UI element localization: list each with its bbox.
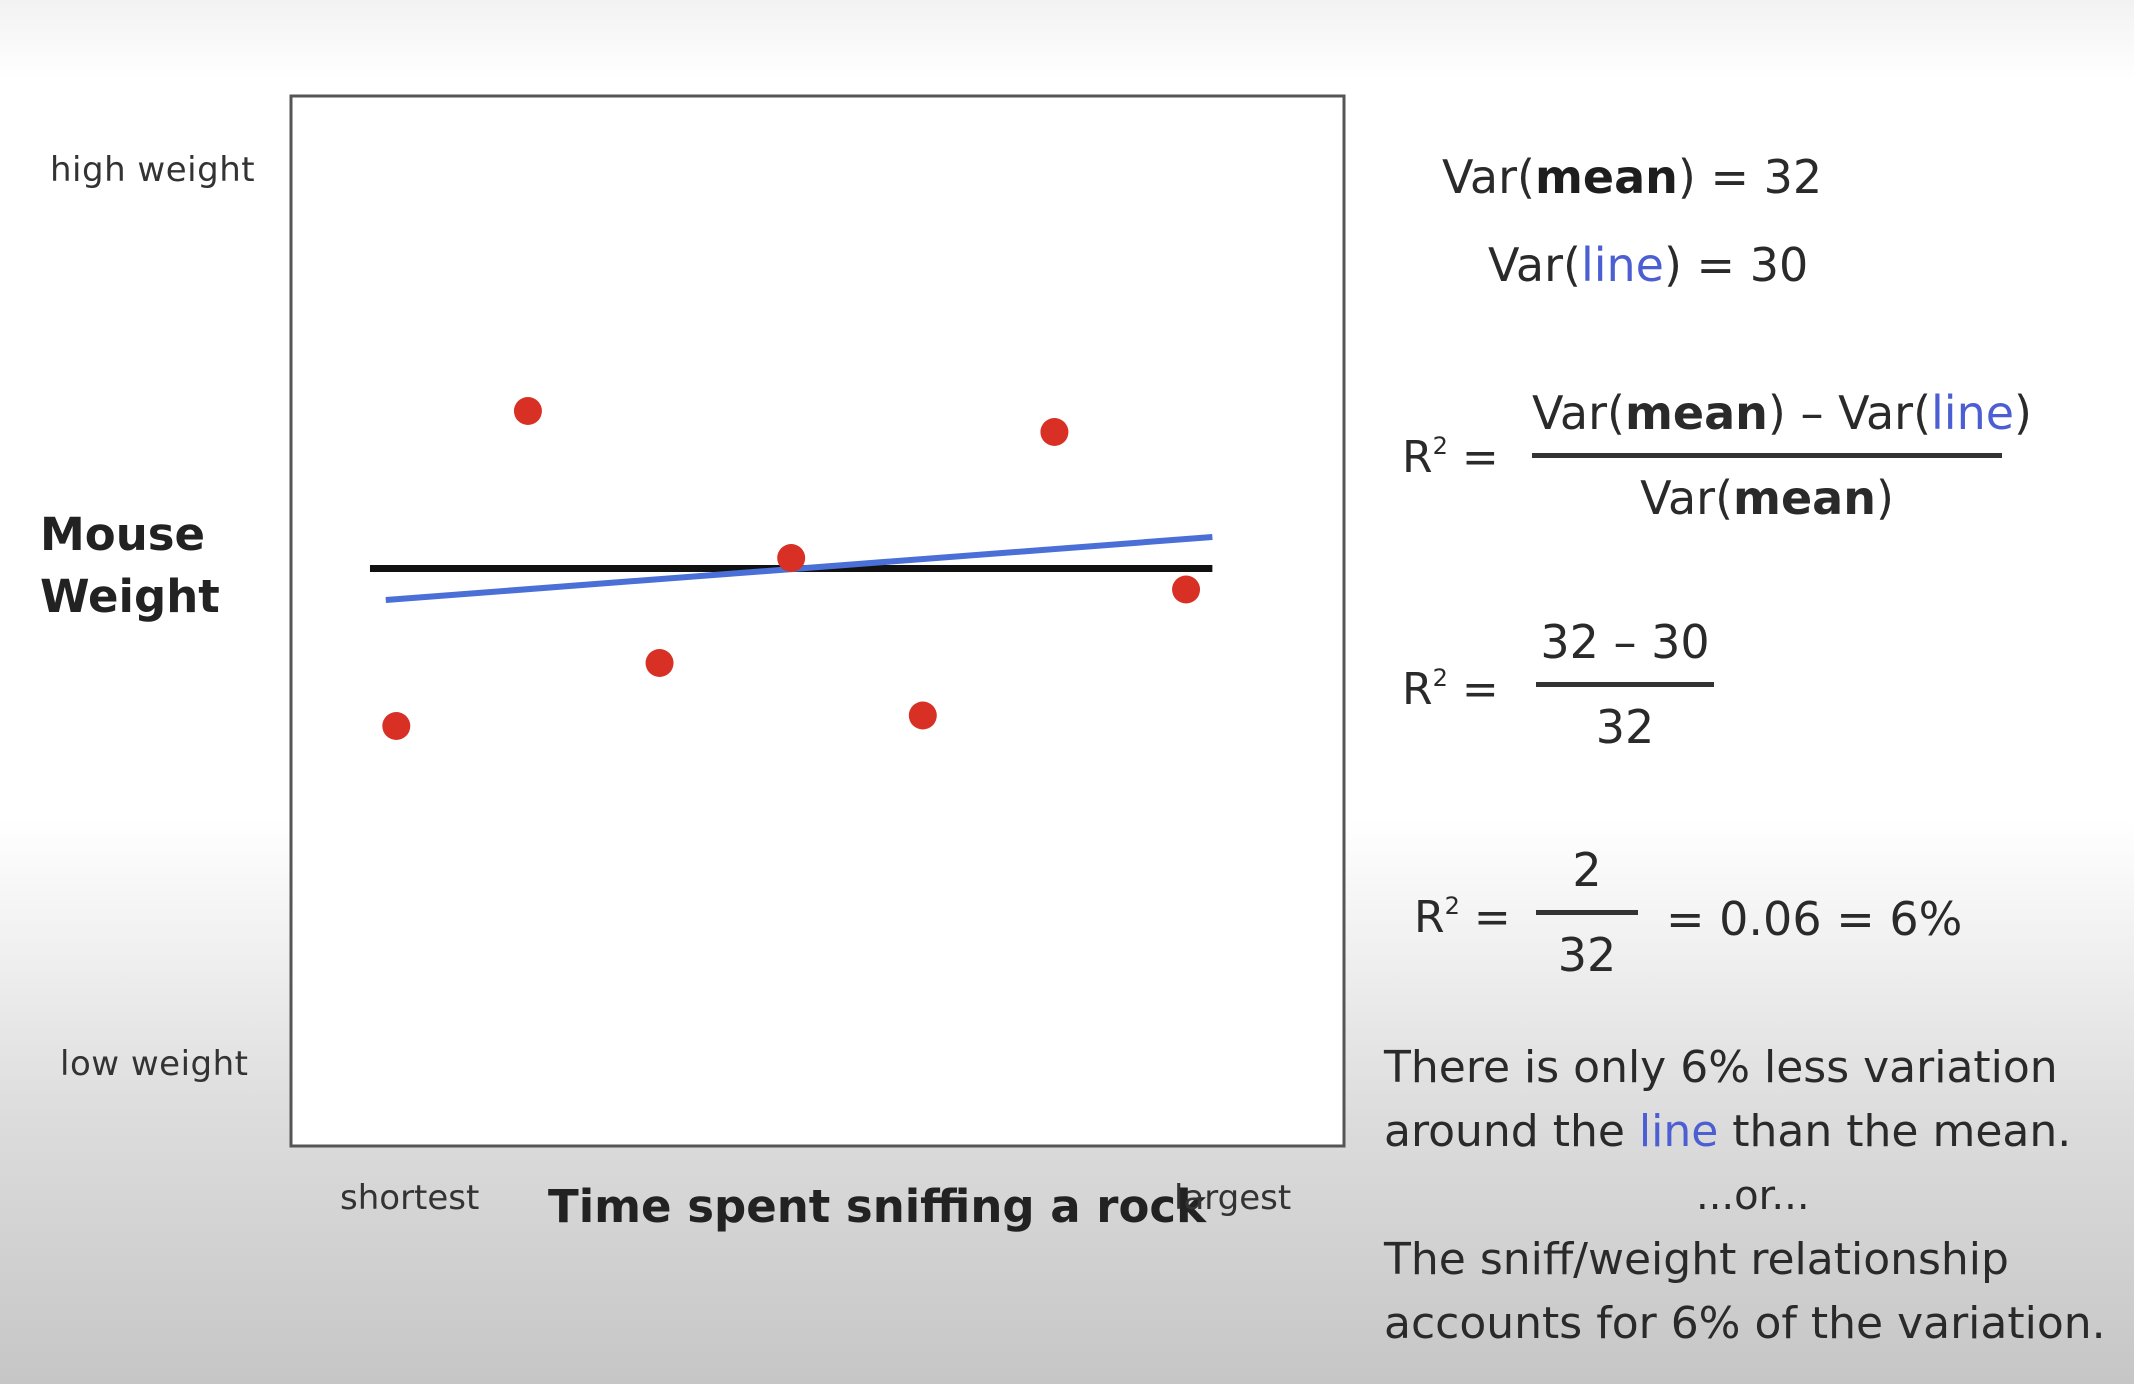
- minus-sign: –: [1785, 386, 1839, 440]
- var-mean-value: = 32: [1695, 150, 1823, 204]
- note-or: ...or...: [1696, 1173, 1810, 1219]
- r2-label-2: R2 =: [1402, 664, 1499, 715]
- r2-fraction-3: 2 32: [1536, 842, 1638, 983]
- fraction-2-numerator: 32 – 30: [1540, 615, 1710, 669]
- data-point: [382, 712, 411, 740]
- y-axis-label: Mouse Weight: [40, 508, 220, 623]
- var-prefix: Var(: [1488, 238, 1581, 292]
- var-prefix: Var(: [1532, 386, 1625, 440]
- fraction-3-denominator: 32: [1557, 928, 1617, 982]
- fraction-3-numerator: 2: [1572, 843, 1602, 897]
- line-word: line: [1580, 238, 1664, 292]
- var-prefix: Var(: [1640, 471, 1734, 525]
- y-tick-high: high weight: [50, 150, 256, 190]
- data-point: [908, 701, 937, 730]
- close-paren: ): [1767, 386, 1786, 440]
- data-point: [1040, 418, 1069, 446]
- data-point: [513, 397, 542, 425]
- r2-eq: =: [1447, 432, 1499, 483]
- y-tick-low: low weight: [60, 1044, 249, 1084]
- fraction-1-numerator: Var(mean) – Var(line): [1532, 385, 2032, 441]
- r2-eq: =: [1447, 664, 1499, 715]
- note-line-3: The sniff/weight relationship: [1384, 1234, 2009, 1285]
- var-mean-equation: Var(mean) = 32: [1442, 150, 1822, 204]
- note-line-2: around the line than the mean.: [1384, 1100, 2071, 1164]
- note-line-4: accounts for 6% of the variation.: [1384, 1298, 2106, 1349]
- var-prefix: Var(: [1838, 386, 1932, 440]
- line-word: line: [1931, 386, 2015, 440]
- close-paren: ): [1677, 150, 1696, 204]
- r2-fraction-2: 32 – 30 32: [1536, 614, 1714, 755]
- r2-fraction-1: Var(mean) – Var(line) Var(mean): [1532, 385, 2032, 526]
- r2-sup: 2: [1432, 664, 1448, 692]
- fraction-1-denominator: Var(mean): [1532, 470, 2002, 526]
- x-tick-shortest: shortest: [340, 1178, 480, 1218]
- x-tick-largest: largest: [1174, 1178, 1292, 1218]
- var-line-value: = 30: [1681, 238, 1809, 292]
- r2-r: R: [1402, 664, 1433, 715]
- fraction-bar: [1532, 453, 2002, 458]
- r2-eq: =: [1459, 892, 1511, 943]
- mean-word: mean: [1624, 386, 1768, 440]
- close-paren: ): [2014, 386, 2032, 440]
- r2-r: R: [1402, 432, 1433, 483]
- mean-word: mean: [1534, 150, 1678, 204]
- note-line-2-pre: around the: [1384, 1106, 1639, 1157]
- r2-label-1: R2 =: [1402, 432, 1499, 483]
- note-line-2-line-word: line: [1638, 1106, 1719, 1157]
- var-line-equation: Var(line) = 30: [1488, 238, 1808, 292]
- plot-frame: [289, 94, 1346, 1148]
- fraction-bar: [1536, 910, 1638, 915]
- r2-r: R: [1414, 892, 1445, 943]
- close-paren: ): [1875, 471, 1894, 525]
- r2-label-3: R2 =: [1414, 892, 1511, 943]
- note-line-2-post: than the mean.: [1718, 1106, 2072, 1157]
- r2-sup: 2: [1444, 892, 1460, 920]
- data-point: [777, 544, 806, 572]
- note-line-1: There is only 6% less variation: [1384, 1042, 2058, 1093]
- fraction-2-denominator: 32: [1595, 700, 1655, 754]
- var-prefix: Var(: [1442, 150, 1535, 204]
- data-point: [1172, 575, 1201, 604]
- close-paren: ): [1663, 238, 1682, 292]
- fraction-bar: [1536, 682, 1714, 687]
- r2-sup: 2: [1432, 432, 1448, 460]
- mean-word: mean: [1733, 471, 1876, 525]
- x-axis-label: Time spent sniffing a rock: [548, 1180, 1207, 1233]
- data-point: [645, 649, 674, 677]
- r2-result: = 0.06 = 6%: [1666, 892, 1963, 946]
